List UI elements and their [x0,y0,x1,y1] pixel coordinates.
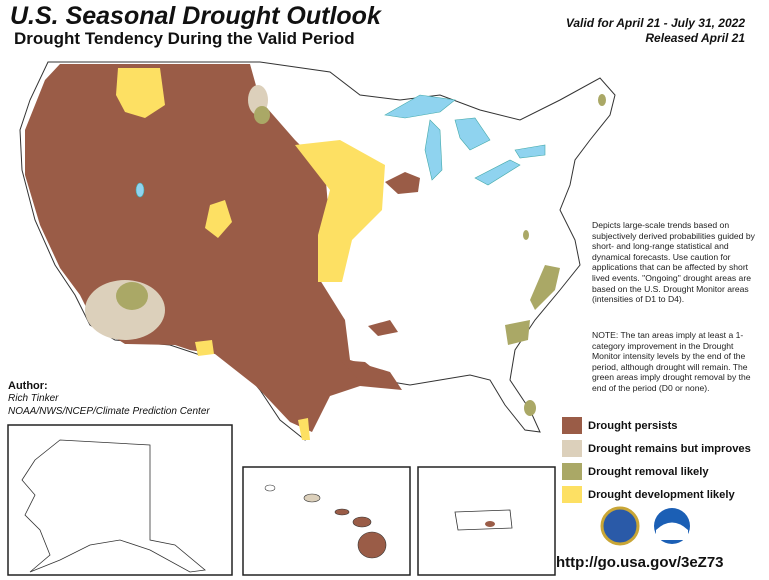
drought-persists-area [385,172,420,194]
subtitle: Drought Tendency During the Valid Period [14,29,355,48]
legend-item: Drought development likely [562,483,751,506]
alaska-outline [21,439,206,573]
drought-removal-area [116,282,148,310]
drought-removal-area [523,230,529,240]
release-date: Released April 21 [645,31,745,45]
legend-swatch [562,463,582,480]
legend-item: Drought removal likely [562,460,751,483]
drought-removal-area [254,106,270,124]
legend-label: Drought persists [588,419,678,432]
valid-dates: Valid for April 21 - July 31, 2022 [565,16,745,30]
legend-swatch [562,486,582,503]
description: Depicts large-scale trends based on subj… [592,220,755,305]
drought-development-area [195,340,214,356]
legend-label: Drought remains but improves [588,442,751,455]
drought-persists-area [340,360,385,386]
legend-item: Drought persists [562,414,751,437]
author-label: Author: [8,380,48,392]
hawaii-inset [242,466,411,576]
author-org: NOAA/NWS/NCEP/Climate Prediction Center [8,406,210,417]
legend-item: Drought remains but improves [562,437,751,460]
great-lakes [135,94,546,198]
drought-development-area [116,68,165,118]
drought-development-area [205,200,232,238]
noaa-logo-wave [656,522,688,540]
drought-removal-area [524,400,536,416]
drought-removal-area [530,265,560,310]
url: http://go.usa.gov/3eZ73 [556,554,724,571]
drought-development-area [298,418,310,440]
puerto-rico-outline [454,509,513,531]
note: NOTE: The tan areas imply at least a 1-c… [592,330,751,393]
legend: Drought persists Drought remains but impr… [562,414,751,506]
hawaii-islands [264,484,387,559]
legend-label: Drought development likely [588,488,735,501]
doc-logo [600,506,640,546]
drought-removal-area [505,320,530,345]
drought-development-area [295,140,385,282]
drought-persists-area [368,320,398,336]
puerto-rico-drought [485,521,495,527]
drought-removal-area [598,94,606,106]
author-name: Rich Tinker [8,393,59,404]
legend-label: Drought removal likely [588,465,709,478]
legend-swatch [562,417,582,434]
legend-swatch [562,440,582,457]
title: U.S. Seasonal Drought Outlook [10,2,381,30]
